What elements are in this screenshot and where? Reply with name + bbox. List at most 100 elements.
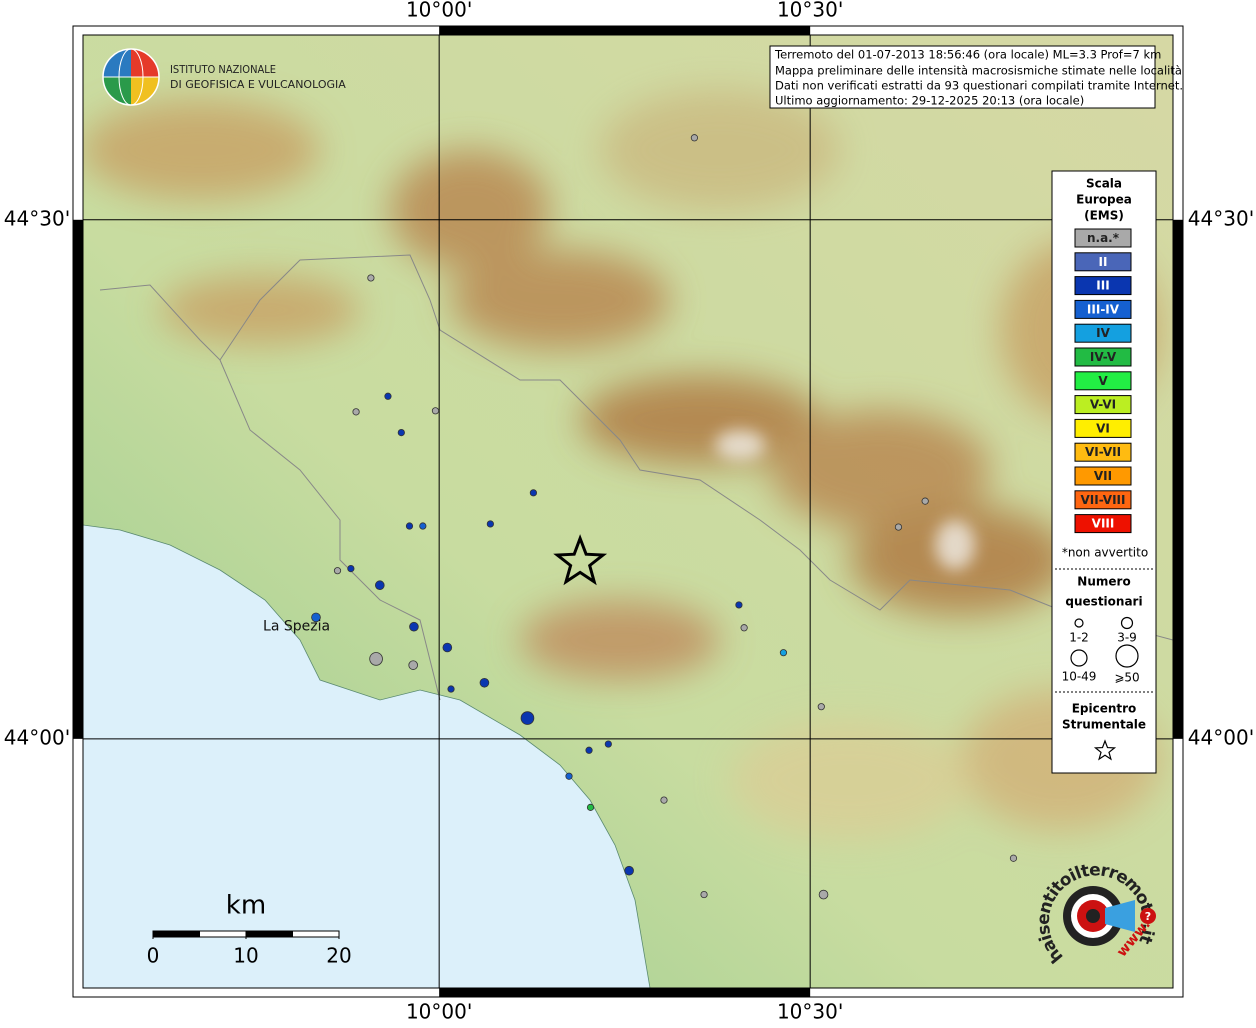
institute-line: ISTITUTO NAZIONALE [170, 63, 276, 76]
legend-label: VI [1096, 421, 1110, 435]
frame-bars [73, 26, 1183, 997]
size-label: ⩾50 [1114, 671, 1139, 685]
felt-report [311, 612, 321, 623]
felt-report [397, 429, 405, 437]
felt-report [369, 652, 383, 666]
epicenter [553, 534, 608, 586]
size-symbol [1074, 618, 1084, 628]
legend-label: IV-V [1090, 350, 1117, 364]
legend-swatch [1074, 371, 1132, 391]
legend-label: II [1099, 255, 1108, 269]
legend-title: Europea [1076, 193, 1132, 207]
felt-report [384, 392, 392, 400]
felt-report [419, 522, 427, 530]
felt-report [367, 274, 375, 282]
size-symbol [1120, 616, 1134, 630]
legend-swatch [1074, 347, 1132, 367]
legend-label: VI-VII [1085, 445, 1121, 459]
lon-label: 10°30' [777, 1000, 843, 1024]
border [219, 359, 441, 701]
felt-report [740, 624, 748, 632]
felt-report [409, 621, 419, 632]
legend-label: VII-VIII [1080, 493, 1125, 507]
info-box: Terremoto del 01-07-2013 18:56:46 (ora l… [769, 45, 1183, 109]
lat-label: 44°30' [4, 206, 70, 230]
legend-swatch [1074, 514, 1132, 534]
felt-report [442, 642, 453, 653]
scale-segment [245, 930, 294, 938]
frame-bar [1173, 219, 1183, 739]
frame-bar [439, 988, 811, 997]
size-symbol [1070, 649, 1088, 667]
felt-report [779, 649, 788, 657]
felt-report [352, 408, 360, 416]
felt-report [818, 889, 829, 900]
legend-label: V-VI [1090, 398, 1116, 412]
epicenter-title: Epicentro [1072, 702, 1137, 716]
felt-report [333, 567, 342, 575]
legend-label: n.a.* [1087, 231, 1120, 245]
legend-epicenter [1093, 739, 1117, 761]
legend-label: IV [1096, 326, 1110, 340]
felt-report [735, 601, 743, 609]
legend-label: VIII [1092, 517, 1115, 531]
size-label: 1-2 [1069, 631, 1089, 645]
legend-label: VII [1094, 469, 1112, 483]
legend-swatch [1074, 228, 1132, 248]
felt-report [405, 522, 414, 530]
scale-segment [292, 930, 340, 938]
size-title: Numero [1077, 575, 1130, 589]
frame-bar [73, 219, 83, 739]
legend-swatch [1074, 299, 1132, 319]
scale-segment [152, 930, 201, 938]
felt-report [604, 740, 612, 748]
lat-label: 44°00' [4, 725, 70, 749]
terrain [83, 35, 1173, 988]
scale-label: 10 [233, 944, 258, 968]
felt-report [447, 685, 455, 693]
felt-report [479, 677, 490, 688]
place-label: La Spezia [263, 619, 330, 635]
info-line: Ultimo aggiornamento: 29-12-2025 20:13 (… [775, 94, 1084, 108]
legend-swatch [1074, 490, 1132, 510]
legend-label: V [1098, 374, 1108, 388]
size-title: questionari [1065, 595, 1142, 609]
lon-label: 10°00' [406, 1000, 472, 1024]
size-label: 3-9 [1117, 631, 1137, 645]
legend-label: III [1096, 279, 1109, 293]
legend-swatch [1074, 395, 1132, 415]
legend: Scala Europea (EMS) *non avvertito Numer… [1051, 170, 1157, 774]
felt-report [624, 865, 634, 876]
felt-report [921, 497, 929, 505]
lon-label: 10°00' [406, 0, 472, 22]
info-line: Mappa preliminare delle intensità macros… [775, 64, 1182, 78]
ingv-logo: ISTITUTO NAZIONALE DI GEOFISICA E VULCAN… [102, 48, 346, 106]
scale-bar: km 0 10 20 [147, 891, 352, 968]
scale-segment [199, 930, 247, 938]
legend-swatch [1074, 466, 1132, 486]
legend-swatch [1074, 276, 1132, 296]
epicenter-title: Strumentale [1062, 718, 1146, 732]
map-border [82, 34, 1174, 989]
felt-report [486, 520, 494, 528]
felt-report [529, 489, 537, 497]
felt-report [817, 703, 825, 711]
legend-swatch [1074, 442, 1132, 462]
felt-report [1009, 854, 1018, 862]
logo-mark: ? [1145, 910, 1151, 923]
legend-label: III-IV [1087, 302, 1120, 316]
felt-report [375, 580, 385, 591]
info-line: Terremoto del 01-07-2013 18:56:46 (ora l… [774, 48, 1161, 62]
graticule: 10°00' 10°00' 10°30' 10°30' 44°30' 44°30' 44°0… [4, 0, 1254, 1024]
legend-swatch [1074, 323, 1132, 343]
info-line: Dati non verificati estratti da 93 quest… [775, 79, 1183, 93]
legend-note: *non avvertito [1062, 546, 1148, 560]
border [99, 254, 1173, 641]
felt-report [585, 746, 593, 754]
scale-unit: km [226, 891, 266, 921]
felt-report [700, 890, 708, 899]
size-label: 10-49 [1062, 670, 1097, 684]
lon-label: 10°30' [777, 0, 843, 22]
